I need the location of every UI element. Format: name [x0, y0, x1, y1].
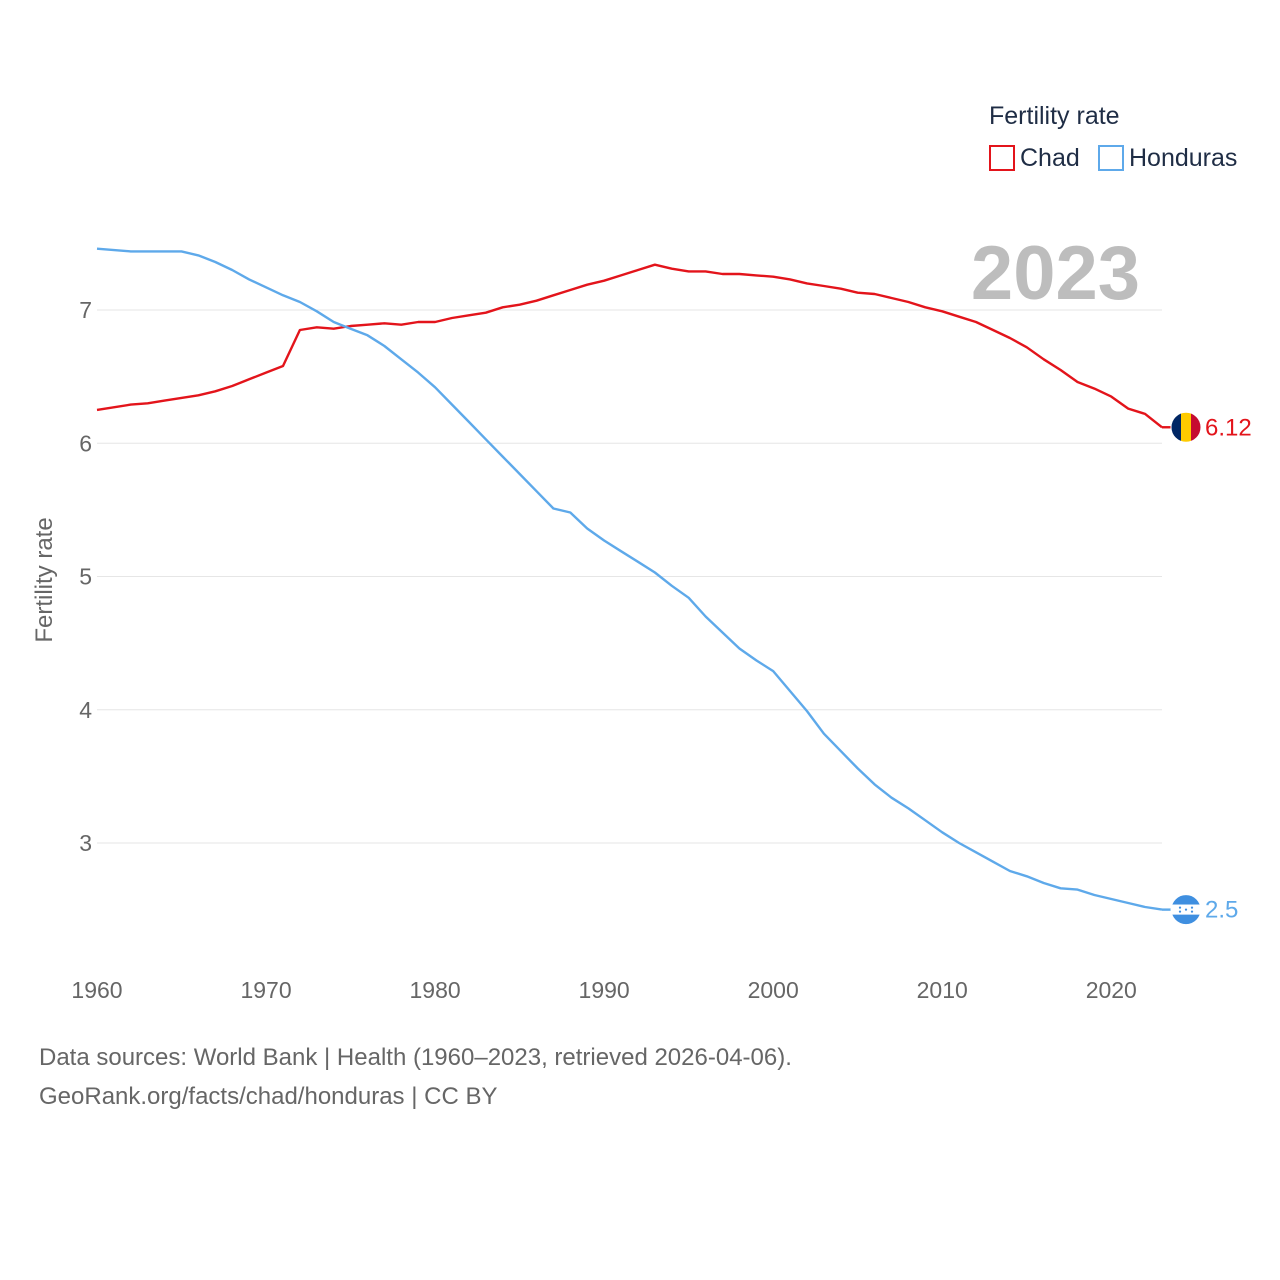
- grid-lines: [97, 309, 1162, 844]
- x-tick-label: 2020: [1086, 977, 1137, 1003]
- y-axis-title: Fertility rate: [31, 517, 58, 642]
- x-tick-label: 2010: [917, 977, 968, 1003]
- x-tick-label: 1960: [71, 977, 122, 1003]
- x-tick-label: 1970: [240, 977, 291, 1003]
- x-ticks: 1960 1970 1980 1990 2000 2010 2020: [71, 977, 1136, 1003]
- y-tick-label: 6: [79, 430, 92, 456]
- legend-title: Fertility rate: [989, 102, 1120, 130]
- series-line-honduras[interactable]: [96, 247, 1163, 911]
- legend-label-honduras: Honduras: [1129, 144, 1237, 172]
- x-tick-label: 1980: [410, 977, 461, 1003]
- end-value-label-chad: 6.12: [1205, 414, 1252, 441]
- legend-swatch-honduras: [1098, 145, 1124, 171]
- legend-item-chad[interactable]: Chad: [989, 144, 1080, 172]
- honduras-flag-icon: [1170, 894, 1202, 926]
- legend-item-honduras[interactable]: Honduras: [1098, 144, 1237, 172]
- y-tick-label: 3: [79, 830, 92, 856]
- series-line-chad[interactable]: [96, 263, 1163, 429]
- x-tick-label: 2000: [748, 977, 799, 1003]
- y-tick-label: 5: [79, 564, 92, 590]
- legend-label-chad: Chad: [1020, 144, 1080, 172]
- source-line-1: Data sources: World Bank | Health (1960–…: [39, 1044, 792, 1071]
- year-label: 2023: [971, 231, 1140, 316]
- source-line-2[interactable]: GeoRank.org/facts/chad/honduras | CC BY: [39, 1083, 498, 1110]
- legend-swatch-chad: [989, 145, 1015, 171]
- y-tick-label: 4: [79, 697, 92, 723]
- y-tick-label: 7: [79, 297, 92, 323]
- chad-flag-icon: [1170, 411, 1202, 443]
- end-value-label-honduras: 2.5: [1205, 897, 1238, 924]
- x-tick-label: 1990: [579, 977, 630, 1003]
- series-group: [96, 247, 1172, 911]
- end-markers: 6.12 2.5: [1170, 411, 1252, 926]
- y-ticks: 3 4 5 6 7: [79, 297, 92, 856]
